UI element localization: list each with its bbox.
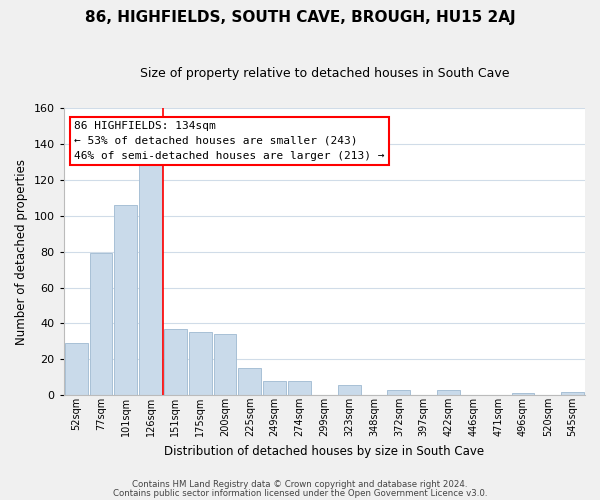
Bar <box>263 381 286 396</box>
Text: Contains HM Land Registry data © Crown copyright and database right 2024.: Contains HM Land Registry data © Crown c… <box>132 480 468 489</box>
Bar <box>561 392 584 396</box>
Text: 86, HIGHFIELDS, SOUTH CAVE, BROUGH, HU15 2AJ: 86, HIGHFIELDS, SOUTH CAVE, BROUGH, HU15… <box>85 10 515 25</box>
Bar <box>65 343 88 396</box>
Bar <box>238 368 262 396</box>
Bar <box>338 384 361 396</box>
Bar <box>189 332 212 396</box>
Bar <box>288 381 311 396</box>
Bar <box>164 329 187 396</box>
X-axis label: Distribution of detached houses by size in South Cave: Distribution of detached houses by size … <box>164 444 484 458</box>
Bar <box>388 390 410 396</box>
Title: Size of property relative to detached houses in South Cave: Size of property relative to detached ho… <box>140 68 509 80</box>
Text: 86 HIGHFIELDS: 134sqm
← 53% of detached houses are smaller (243)
46% of semi-det: 86 HIGHFIELDS: 134sqm ← 53% of detached … <box>74 121 385 160</box>
Bar <box>437 390 460 396</box>
Bar <box>115 205 137 396</box>
Bar <box>89 254 112 396</box>
Y-axis label: Number of detached properties: Number of detached properties <box>15 158 28 344</box>
Bar <box>512 394 535 396</box>
Bar <box>214 334 236 396</box>
Bar <box>139 162 162 396</box>
Text: Contains public sector information licensed under the Open Government Licence v3: Contains public sector information licen… <box>113 488 487 498</box>
